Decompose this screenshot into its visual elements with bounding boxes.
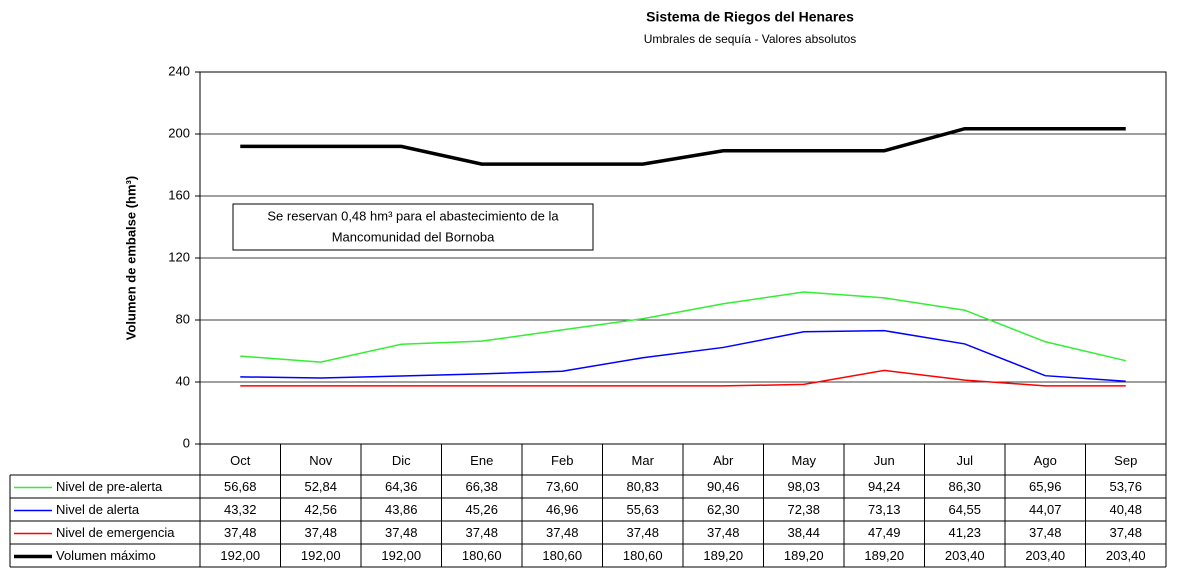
table-cell: 62,30 [707,502,740,517]
table-cell: 46,96 [546,502,579,517]
y-tick-label: 240 [168,63,190,78]
table-cell: 44,07 [1029,502,1062,517]
legend-label: Volumen máximo [56,548,156,563]
table-cell: 40,48 [1109,502,1142,517]
series-line [240,126,1126,166]
table-cell: 203,40 [1106,548,1146,563]
table-cell: 73,13 [868,502,901,517]
annotation-text: Mancomunidad del Bornoba [332,229,495,244]
y-tick-label: 160 [168,187,190,202]
chart-subtitle: Umbrales de sequía - Valores absolutos [644,32,857,46]
table-cell: 94,24 [868,479,901,494]
legend-label: Nivel de pre-alerta [56,479,163,494]
x-tick-label: Oct [230,453,251,468]
table-cell: 41,23 [948,525,981,540]
series-line [240,291,1126,363]
legend-label: Nivel de alerta [56,502,140,517]
table-cell: 98,03 [787,479,820,494]
table-cell: 180,60 [542,548,582,563]
series-line [240,329,1126,383]
table-cell: 86,30 [948,479,981,494]
table-cell: 53,76 [1109,479,1142,494]
table-cell: 43,86 [385,502,418,517]
table-cell: 37,48 [465,525,498,540]
table-cell: 192,00 [301,548,341,563]
x-tick-label: Feb [551,453,573,468]
table-cell: 73,60 [546,479,579,494]
x-tick-label: May [791,453,816,468]
table-cell: 180,60 [462,548,502,563]
table-cell: 192,00 [381,548,421,563]
x-tick-label: Jul [956,453,973,468]
table-cell: 180,60 [623,548,663,563]
table-cell: 90,46 [707,479,740,494]
x-tick-label: Jun [874,453,895,468]
table-cell: 64,55 [948,502,981,517]
series-line [240,369,1126,387]
table-cell: 189,20 [703,548,743,563]
table-cell: 37,48 [626,525,659,540]
table-cell: 192,00 [220,548,260,563]
table-cell: 47,49 [868,525,901,540]
table-cell: 37,48 [546,525,579,540]
table-cell: 203,40 [945,548,985,563]
x-tick-label: Ene [470,453,493,468]
table-cell: 56,68 [224,479,257,494]
table-cell: 66,38 [465,479,498,494]
table-cell: 45,26 [465,502,498,517]
table-cell: 37,48 [304,525,337,540]
table-cell: 43,32 [224,502,257,517]
table-cell: 37,48 [707,525,740,540]
y-tick-label: 200 [168,125,190,140]
table-cell: 72,38 [787,502,820,517]
table-cell: 37,48 [385,525,418,540]
table-cell: 203,40 [1025,548,1065,563]
table-cell: 37,48 [1109,525,1142,540]
table-cell: 55,63 [626,502,659,517]
y-tick-label: 80 [176,311,190,326]
table-cell: 189,20 [864,548,904,563]
y-axis-label: Volumen de embalse (hm³) [123,176,138,340]
table-cell: 37,48 [224,525,257,540]
y-tick-label: 120 [168,249,190,264]
y-tick-label: 0 [183,435,190,450]
table-cell: 38,44 [787,525,820,540]
legend-label: Nivel de emergencia [56,525,175,540]
annotation-text: Se reservan 0,48 hm³ para el abastecimie… [267,208,559,223]
x-tick-label: Nov [309,453,333,468]
chart-title: Sistema de Riegos del Henares [646,9,854,25]
table-cell: 189,20 [784,548,824,563]
table-cell: 80,83 [626,479,659,494]
table-cell: 42,56 [304,502,337,517]
x-tick-label: Sep [1114,453,1137,468]
x-tick-label: Ago [1034,453,1057,468]
x-tick-label: Abr [713,453,734,468]
annotation-box [232,203,594,251]
y-tick-label: 40 [176,373,190,388]
x-tick-label: Mar [632,453,655,468]
table-cell: 65,96 [1029,479,1062,494]
x-tick-label: Dic [392,453,411,468]
table-cell: 37,48 [1029,525,1062,540]
table-cell: 52,84 [304,479,337,494]
table-cell: 64,36 [385,479,418,494]
